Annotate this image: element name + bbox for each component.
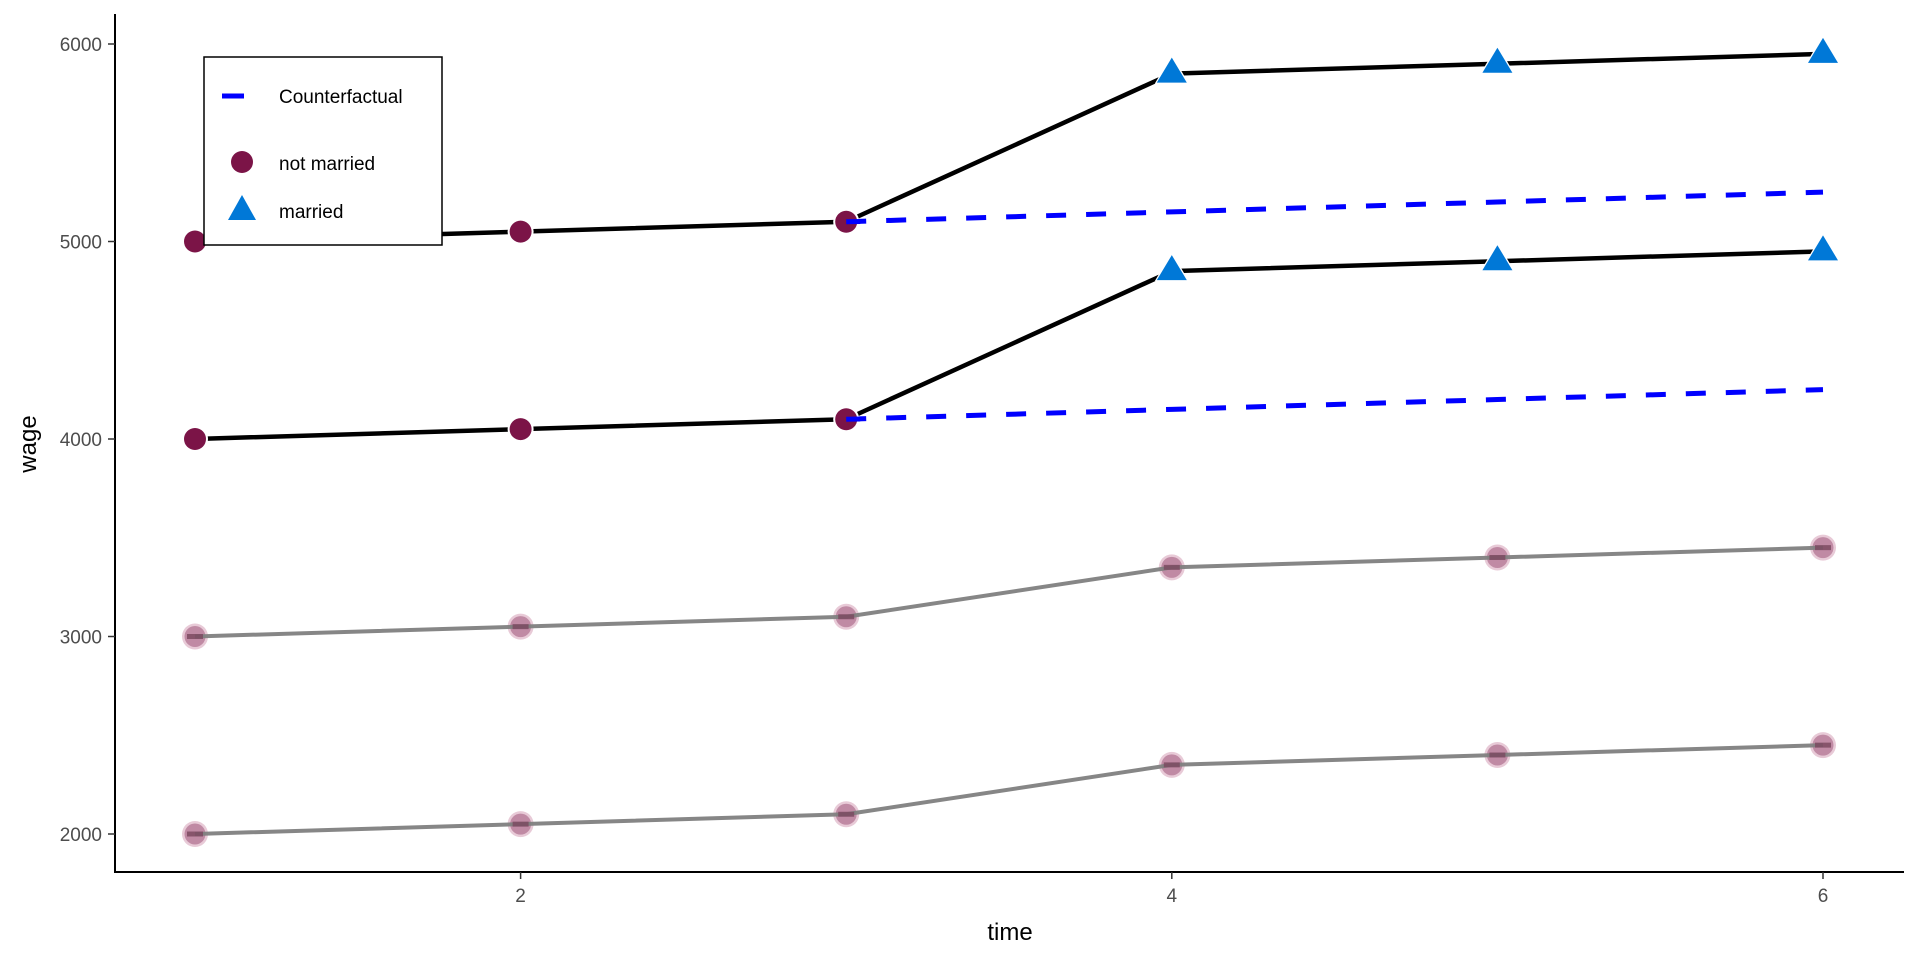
y-axis-title: wage (15, 415, 42, 473)
married-triangle-marker (1808, 37, 1838, 63)
y-tick-label: 2000 (60, 825, 102, 846)
triangle-icon (228, 195, 256, 220)
control-marker-overlap (838, 614, 855, 620)
control-marker-overlap (1815, 545, 1831, 551)
circle-icon (231, 151, 253, 173)
not-married-circle-marker (509, 220, 532, 243)
x-axis-ticks: 2 4 6 (515, 872, 1828, 907)
married-triangle-marker (1808, 235, 1838, 261)
married-triangle-marker (1156, 57, 1187, 83)
control-line (194, 743, 1824, 836)
y-tick-label: 4000 (60, 430, 102, 451)
x-axis-title: time (987, 919, 1032, 946)
legend-label: Counterfactual (279, 87, 403, 108)
control-marker-overlap (187, 831, 203, 837)
legend: Counterfactual not married married (203, 56, 443, 246)
y-tick-label: 6000 (60, 35, 102, 56)
control-marker-overlap (1163, 762, 1180, 768)
not-married-circle-marker (509, 418, 532, 441)
legend-label: not married (279, 154, 375, 175)
control-marker-overlap (512, 624, 529, 630)
not-married-circle-marker (184, 230, 206, 253)
control-marker-overlap (187, 634, 203, 639)
control-marker-overlap (1815, 742, 1831, 748)
legend-item-married: married (228, 195, 343, 223)
y-tick-label: 3000 (60, 628, 102, 649)
control-line (194, 545, 1824, 639)
married-triangle-marker (1482, 245, 1513, 271)
legend-item-not-married: not married (231, 151, 375, 175)
control-marker-overlap (1163, 564, 1180, 570)
control-marker-overlap (838, 811, 855, 817)
x-tick-label: 4 (1167, 886, 1178, 907)
treated-line (194, 51, 1824, 244)
married-triangle-marker (1156, 255, 1187, 281)
legend-item-counterfactual: Counterfactual (222, 87, 403, 108)
control-marker-overlap (1489, 752, 1506, 758)
x-tick-label: 2 (515, 886, 526, 907)
legend-label: married (279, 202, 343, 223)
y-axis-ticks: 2000 3000 4000 5000 6000 (60, 35, 115, 846)
control-marker-overlap (1489, 555, 1506, 560)
x-tick-label: 6 (1818, 886, 1829, 907)
treated-line (194, 249, 1824, 442)
control-marker-overlap (512, 821, 529, 827)
not-married-circle-marker (184, 428, 206, 450)
y-tick-label: 5000 (60, 233, 102, 254)
plot-series-lines (182, 51, 1836, 847)
counterfactual-line (846, 387, 1824, 422)
married-triangle-marker (1482, 47, 1513, 73)
counterfactual-line (846, 189, 1824, 225)
plot-series-markers (182, 34, 1840, 452)
